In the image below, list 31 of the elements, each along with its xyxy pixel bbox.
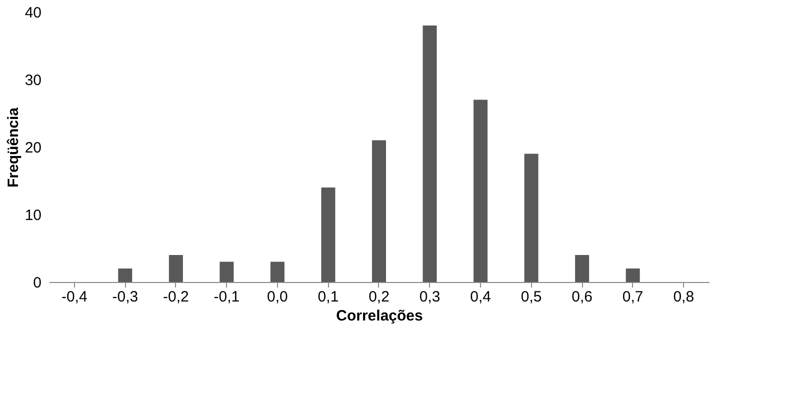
x-tick-label: 0,5 xyxy=(520,288,542,306)
x-tick-label: -0,1 xyxy=(214,288,240,306)
x-tick-label: 0,1 xyxy=(318,288,339,306)
y-tick-label: 10 xyxy=(24,207,42,224)
y-tick-label: 40 xyxy=(24,4,42,22)
x-tick-label: 0,8 xyxy=(673,288,694,306)
x-tick-label: 0,7 xyxy=(622,288,644,306)
x-tick-label: 0,0 xyxy=(267,288,288,306)
x-tick-label: 0,6 xyxy=(572,288,593,306)
bar xyxy=(168,255,183,282)
x-tick-label: 0,2 xyxy=(368,288,390,306)
bar xyxy=(372,140,386,282)
bar xyxy=(270,262,284,282)
bar xyxy=(321,188,336,282)
y-tick-label: 30 xyxy=(24,72,42,89)
bar xyxy=(524,154,538,282)
y-tick-label: 20 xyxy=(24,140,42,156)
bar xyxy=(575,255,590,282)
bar xyxy=(220,262,234,282)
x-tick-label: -0,2 xyxy=(162,288,189,306)
bar xyxy=(422,26,437,282)
bar xyxy=(118,268,132,282)
x-tick-label: -0,3 xyxy=(112,288,138,306)
bar xyxy=(626,268,640,282)
y-tick-label: 0 xyxy=(33,274,42,292)
x-axis-title: Correlações xyxy=(336,308,423,324)
x-tick-label: 0,4 xyxy=(470,288,491,306)
bar xyxy=(474,100,488,282)
x-tick-label: -0,4 xyxy=(61,288,88,306)
x-tick-label: 0,3 xyxy=(419,288,440,306)
y-axis-title: Freqüência xyxy=(4,106,22,188)
